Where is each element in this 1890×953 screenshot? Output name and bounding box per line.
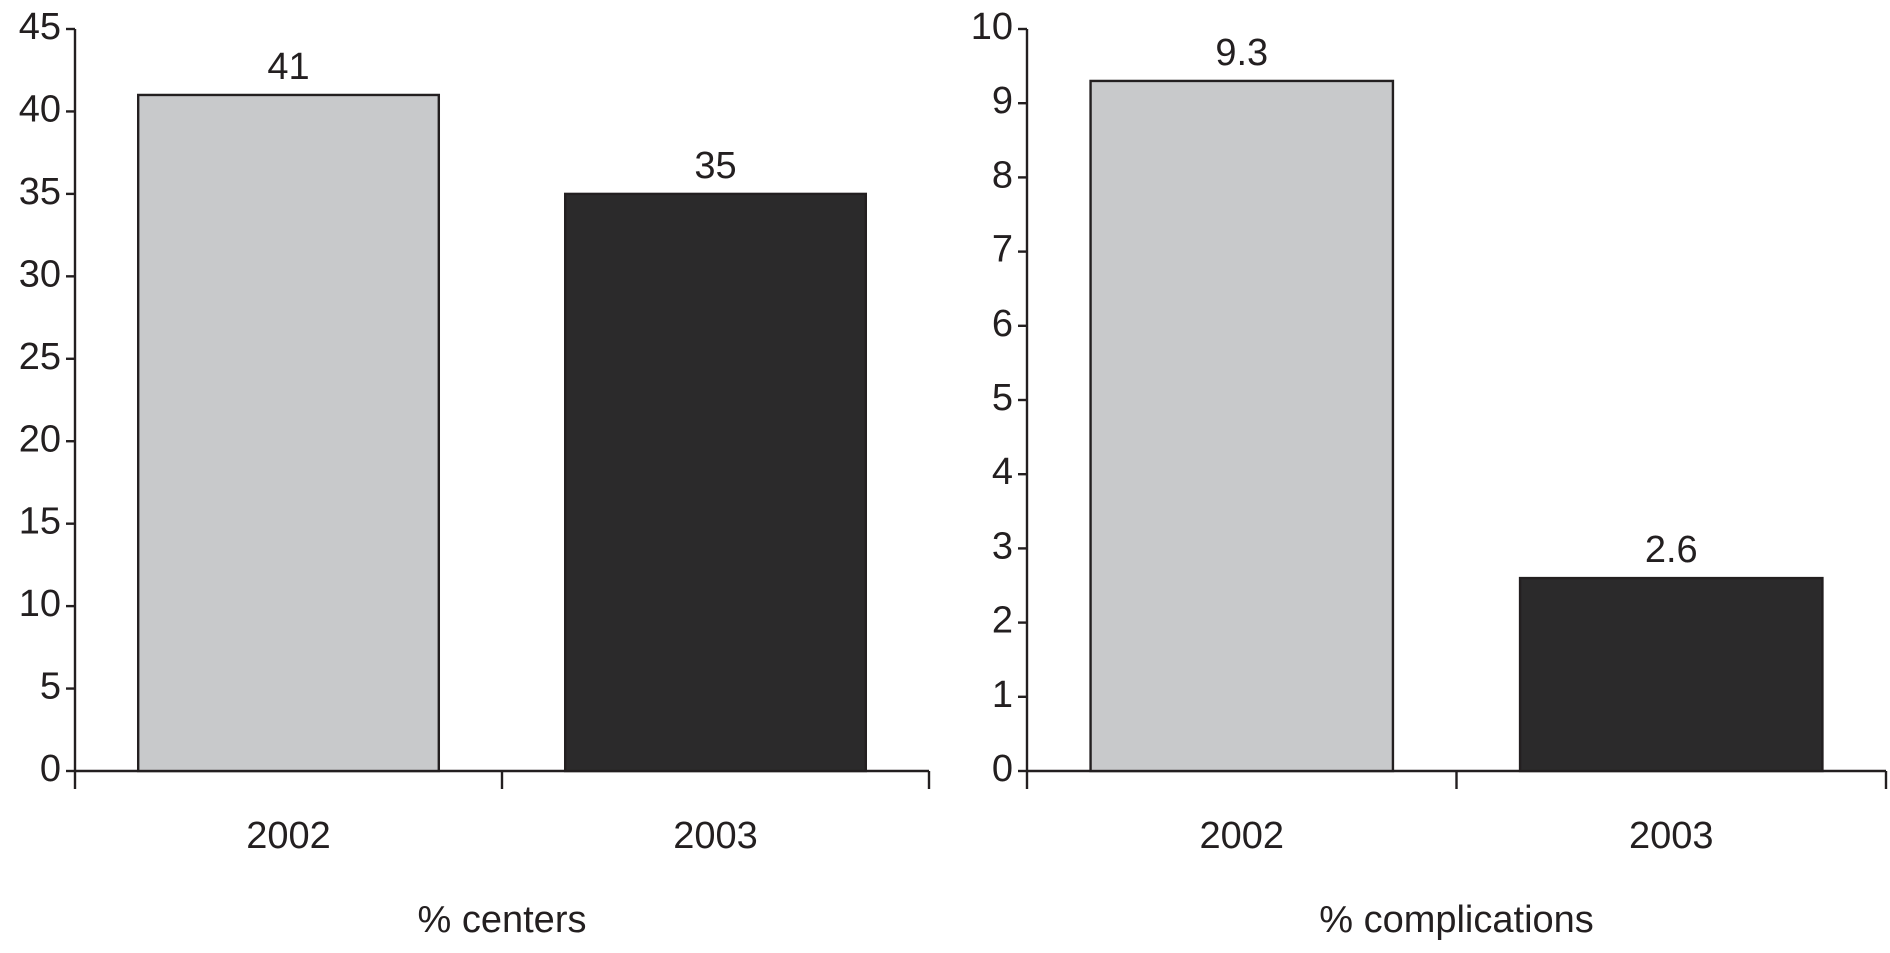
y-tick-label: 5 — [992, 377, 1013, 419]
bar — [1518, 576, 1824, 773]
y-tick-label: 25 — [19, 336, 61, 378]
y-tick-label: 9 — [992, 80, 1013, 122]
x-axis-title: % centers — [418, 899, 587, 941]
y-tick-label: 5 — [40, 666, 61, 708]
value-label: 41 — [267, 46, 309, 88]
y-tick-label: 2 — [992, 600, 1013, 642]
bar — [563, 192, 868, 773]
y-tick-label: 40 — [19, 88, 61, 130]
y-tick-label: 10 — [19, 583, 61, 625]
y-tick-label: 6 — [992, 303, 1013, 345]
y-tick-label: 1 — [992, 674, 1013, 716]
y-tick-label: 8 — [992, 154, 1013, 196]
y-tick-label: 45 — [19, 6, 61, 48]
y-tick-label: 4 — [992, 451, 1013, 493]
y-tick-label: 3 — [992, 525, 1013, 567]
x-tick-label: 2002 — [246, 815, 331, 857]
bar — [136, 93, 441, 773]
value-label: 35 — [694, 145, 736, 187]
y-tick-label: 7 — [992, 229, 1013, 271]
y-tick-label: 0 — [40, 748, 61, 790]
y-tick-label: 30 — [19, 253, 61, 295]
x-tick-label: 2003 — [1629, 815, 1714, 857]
x-tick-label: 2003 — [673, 815, 758, 857]
y-tick-label: 15 — [19, 501, 61, 543]
value-label: 2.6 — [1645, 529, 1698, 571]
x-tick-label: 2002 — [1199, 815, 1284, 857]
bar — [1089, 79, 1395, 773]
y-tick-label: 0 — [992, 748, 1013, 790]
x-axis-title: % complications — [1319, 899, 1594, 941]
value-label: 9.3 — [1215, 32, 1268, 74]
y-tick-label: 20 — [19, 418, 61, 460]
y-tick-label: 10 — [971, 6, 1013, 48]
y-tick-label: 35 — [19, 171, 61, 213]
